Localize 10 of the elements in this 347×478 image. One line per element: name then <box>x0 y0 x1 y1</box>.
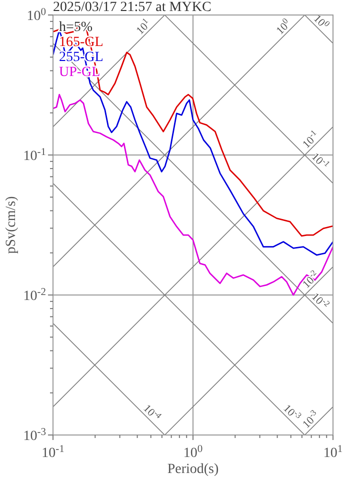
x-tick-label: 10$^{-1}$ <box>42 444 64 461</box>
y-tick-label: 10$^{-3}$ <box>23 426 46 444</box>
y-axis-title: pSv(cm/s) <box>4 196 19 254</box>
chart-title: 2025/03/17 21:57 at MYKC <box>53 0 212 15</box>
x-axis-title: Period(s) <box>167 462 219 477</box>
y-tick-label: 10$^{-1}$ <box>23 146 46 164</box>
x-tick-label: 10$^{0}$ <box>183 444 203 461</box>
x-tick-label: 10$^{1}$ <box>323 444 343 461</box>
y-tick-label: 10$^{0}$ <box>26 6 46 24</box>
y-tick-label: 10$^{-2}$ <box>23 286 46 304</box>
